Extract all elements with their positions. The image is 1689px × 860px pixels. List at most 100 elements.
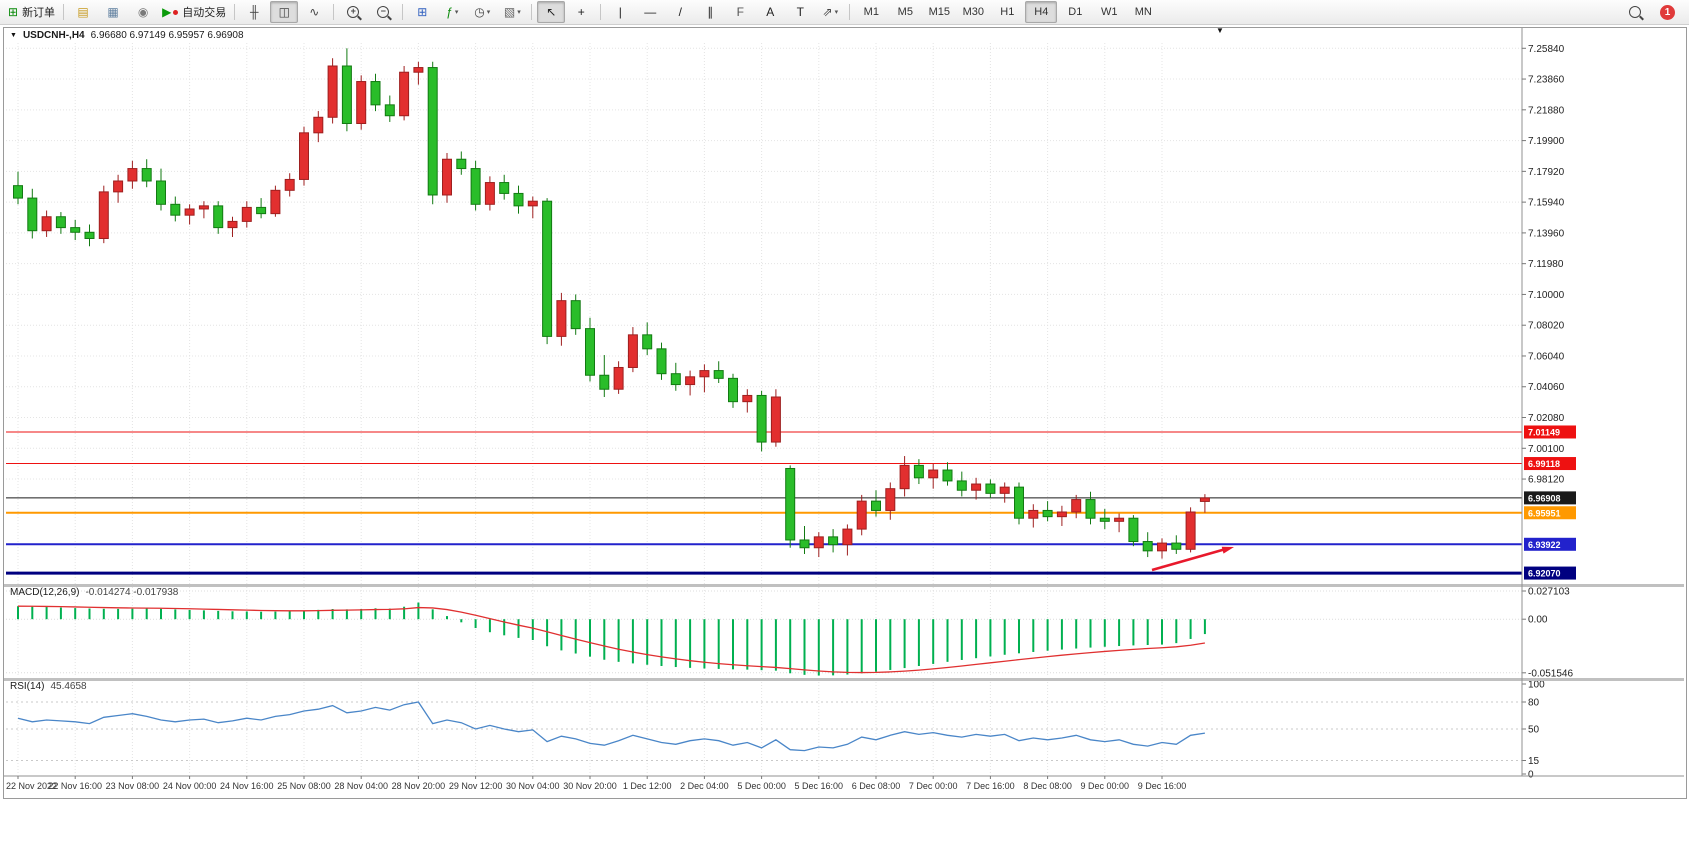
svg-text:8 Dec 08:00: 8 Dec 08:00: [1023, 781, 1072, 791]
timeframe-mn-button[interactable]: MN: [1134, 6, 1152, 18]
svg-text:28 Nov 20:00: 28 Nov 20:00: [392, 781, 446, 791]
ohlc-values: 6.96680 6.97149 6.95957 6.96908: [90, 30, 244, 41]
svg-text:7 Dec 16:00: 7 Dec 16:00: [966, 781, 1015, 791]
svg-text:80: 80: [1528, 698, 1540, 709]
svg-text:6.96908: 6.96908: [1528, 493, 1561, 503]
toolbar-separator: [333, 4, 335, 20]
chart-canvas[interactable]: 0.0271030.00-0.05154610080501507.258407.…: [4, 28, 1684, 796]
svg-text:24 Nov 16:00: 24 Nov 16:00: [220, 781, 274, 791]
navigator-icon: ◉: [137, 5, 149, 19]
cursor-icon: ↖: [546, 5, 557, 19]
svg-text:29 Nov 12:00: 29 Nov 12:00: [449, 781, 503, 791]
timeframe-d1-button[interactable]: D1: [1068, 6, 1083, 18]
templates-dropdown-icon: ▾: [517, 9, 521, 16]
rsi-indicator-label: RSI(14) 45.4658: [10, 681, 87, 692]
navigator-button[interactable]: ◉: [129, 1, 157, 23]
svg-text:6.98120: 6.98120: [1528, 475, 1565, 486]
trendline-button[interactable]: /: [666, 1, 694, 23]
svg-text:7.02080: 7.02080: [1528, 413, 1565, 424]
rsi-panel: 100 80 50 15 0: [6, 680, 1545, 781]
hlines-layer: [6, 431, 1522, 575]
svg-text:7.15940: 7.15940: [1528, 198, 1565, 209]
new-order-button[interactable]: ⊞ 新订单: [5, 1, 58, 23]
auto-trading-status-dot: [173, 9, 179, 15]
text-label-icon: T: [796, 5, 804, 19]
toolbar-separator: [234, 4, 236, 20]
timeframe-h4-button[interactable]: H4: [1025, 1, 1058, 23]
arrows-icon: ⇗: [822, 5, 833, 19]
svg-text:28 Nov 04:00: 28 Nov 04:00: [334, 781, 388, 791]
periods-dropdown-icon: ▾: [486, 9, 491, 16]
svg-text:5 Dec 16:00: 5 Dec 16:00: [795, 781, 844, 791]
candlesticks-icon: ◫: [278, 5, 290, 19]
text-button[interactable]: A: [756, 1, 784, 23]
search-button[interactable]: [1621, 1, 1649, 23]
svg-text:7.23860: 7.23860: [1528, 75, 1565, 86]
svg-text:7.13960: 7.13960: [1528, 228, 1565, 239]
arrows-button[interactable]: ⇗ ▾: [816, 1, 844, 23]
timeframe-m1-button[interactable]: M1: [863, 6, 879, 18]
crosshair-button[interactable]: +: [567, 1, 595, 23]
metaeditor-icon: ▤: [77, 5, 89, 19]
svg-text:7 Dec 00:00: 7 Dec 00:00: [909, 781, 958, 791]
svg-text:0.00: 0.00: [1528, 615, 1548, 626]
tile-windows-button[interactable]: ⊞: [408, 1, 436, 23]
svg-text:7.10000: 7.10000: [1528, 290, 1565, 301]
svg-text:2 Dec 04:00: 2 Dec 04:00: [680, 781, 729, 791]
svg-text:-0.051546: -0.051546: [1528, 668, 1573, 679]
svg-text:50: 50: [1528, 725, 1540, 736]
ohlc-bars-button[interactable]: ╫: [240, 1, 268, 23]
timeframe-w1-button[interactable]: W1: [1101, 6, 1118, 18]
metaeditor-button[interactable]: ▤: [69, 1, 97, 23]
one-click-trading-caret-icon[interactable]: ▼: [10, 32, 17, 39]
periods-button[interactable]: ◷ ▾: [468, 1, 496, 23]
cursor-button[interactable]: ↖: [537, 1, 566, 23]
timeframe-m5-button[interactable]: M5: [897, 6, 913, 18]
auto-trading-button[interactable]: ▶ 自动交易: [159, 1, 229, 23]
svg-text:6.93922: 6.93922: [1528, 540, 1561, 550]
price-tags: 7.01149 6.99118 6.96908 6.95951 6.93922 6.920…: [1524, 425, 1576, 580]
macd-name: MACD(12,26,9): [10, 587, 80, 598]
svg-text:0.027103: 0.027103: [1528, 587, 1570, 598]
horizontal-line-button[interactable]: —: [636, 1, 664, 23]
chart-window[interactable]: 0.027103 0.00 -0.051546 100 80 50 15 0 7.25840 7.…: [3, 26, 1687, 799]
svg-text:100: 100: [1528, 680, 1545, 691]
new-order-icon: ⊞: [8, 5, 19, 19]
chart-shift-marker-icon[interactable]: ▼: [1216, 26, 1224, 35]
svg-text:0: 0: [1528, 770, 1534, 781]
notifications-badge[interactable]: 1: [1660, 4, 1675, 20]
candlesticks-button[interactable]: ◫: [270, 1, 299, 23]
timeframe-h1-button[interactable]: H1: [1000, 6, 1015, 18]
svg-text:9 Dec 00:00: 9 Dec 00:00: [1081, 781, 1130, 791]
zoom-out-button[interactable]: −: [369, 1, 397, 23]
equidistant-channel-button[interactable]: ∥: [696, 1, 724, 23]
svg-text:30 Nov 20:00: 30 Nov 20:00: [563, 781, 617, 791]
svg-text:7.17920: 7.17920: [1528, 167, 1565, 178]
svg-text:7.19900: 7.19900: [1528, 136, 1565, 147]
timeframe-m15-button[interactable]: M15: [928, 6, 950, 18]
text-label-button[interactable]: T: [786, 1, 814, 23]
toolbar-right: 1: [1620, 1, 1685, 23]
svg-text:6.92070: 6.92070: [1528, 569, 1561, 579]
svg-text:30 Nov 04:00: 30 Nov 04:00: [506, 781, 560, 791]
vertical-line-button[interactable]: |: [606, 1, 634, 23]
toolbar: ⊞ 新订单 ▤ ▦ ◉ ▶ 自动交易 ╫ ◫ ∿ + − ⊞ ƒ ▾ ◷ ▾ ▧ ▾ ↖ + | — / ∥ F A T ⇗ ▾ M1 M5 M…: [0, 0, 1689, 25]
toolbar-button-groups: ⊞ 新订单 ▤ ▦ ◉ ▶ 自动交易 ╫ ◫ ∿ + − ⊞ ƒ ▾ ◷ ▾ ▧ ▾ ↖ + | — / ∥ F A T ⇗ ▾ M1 M5 M…: [4, 1, 1160, 23]
line-chart-button[interactable]: ∿: [300, 1, 328, 23]
fibonacci-retracement-button[interactable]: F: [726, 1, 754, 23]
svg-text:23 Nov 08:00: 23 Nov 08:00: [106, 781, 160, 791]
print-button[interactable]: ▦: [99, 1, 127, 23]
candles-layer: [13, 48, 1210, 559]
templates-button[interactable]: ▧ ▾: [498, 1, 526, 23]
price-axis[interactable]: 7.25840 7.23860 7.21880 7.19900 7.17920 7.159…: [1522, 44, 1565, 486]
svg-text:6.95951: 6.95951: [1528, 508, 1561, 518]
svg-text:9 Dec 16:00: 9 Dec 16:00: [1138, 781, 1187, 791]
svg-text:22 Nov 16:00: 22 Nov 16:00: [48, 781, 102, 791]
symbol-period-label: USDCNH-,H4: [22, 30, 85, 41]
svg-text:24 Nov 00:00: 24 Nov 00:00: [163, 781, 217, 791]
zoom-in-button[interactable]: +: [339, 1, 367, 23]
zoom-out-icon: −: [377, 6, 390, 18]
timeframe-m30-button[interactable]: M30: [962, 6, 984, 18]
indicators-button[interactable]: ƒ ▾: [438, 1, 466, 23]
